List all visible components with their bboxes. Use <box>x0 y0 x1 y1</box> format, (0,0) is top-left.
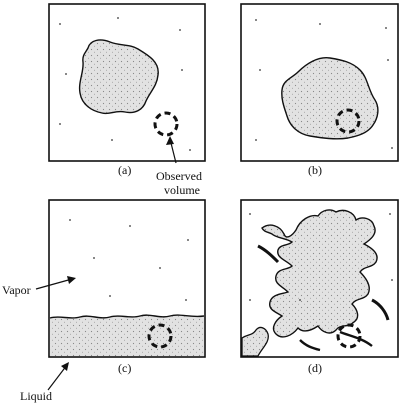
vapor-arrow <box>35 278 73 290</box>
panel-d-corner-blob <box>241 326 269 357</box>
liquid-arrow <box>47 364 68 391</box>
caption-c: (c) <box>118 361 132 375</box>
panel-b-observed-volume <box>335 108 361 134</box>
observed-volume-label-line2: volume <box>164 183 200 197</box>
panel-d-tendril-3 <box>299 339 321 352</box>
panel-a-arrowhead <box>166 136 174 145</box>
panel-c-liquid-layer <box>50 315 204 356</box>
caption-d: (d) <box>308 361 322 375</box>
liquid-arrowhead <box>61 362 69 371</box>
panel-c-observed-volume <box>147 323 173 349</box>
observed-volume-label-line1: Observed <box>156 169 202 183</box>
panel-b <box>240 3 399 162</box>
panel-d-fractal-cluster <box>261 209 378 338</box>
vapor-arrowhead <box>67 276 76 284</box>
liquid-label: Liquid <box>20 389 52 403</box>
panel-d-tendril-1 <box>257 244 280 264</box>
panel-c <box>35 199 206 391</box>
panel-a-liquid-droplet <box>78 39 159 115</box>
vapor-label: Vapor <box>2 283 31 297</box>
panel-d-tendril-2 <box>371 298 390 321</box>
caption-b: (b) <box>308 163 322 177</box>
panel-d-tendril-4 <box>339 330 373 347</box>
caption-a: (a) <box>118 163 132 177</box>
panel-a-observed-volume <box>153 111 179 137</box>
panel-d-observed-volume <box>336 323 362 349</box>
panel-c-interface <box>49 314 205 319</box>
panel-b-liquid-droplet <box>281 57 379 140</box>
panel-d <box>240 199 399 358</box>
panel-a <box>48 3 206 164</box>
vapor-dots <box>59 17 393 301</box>
